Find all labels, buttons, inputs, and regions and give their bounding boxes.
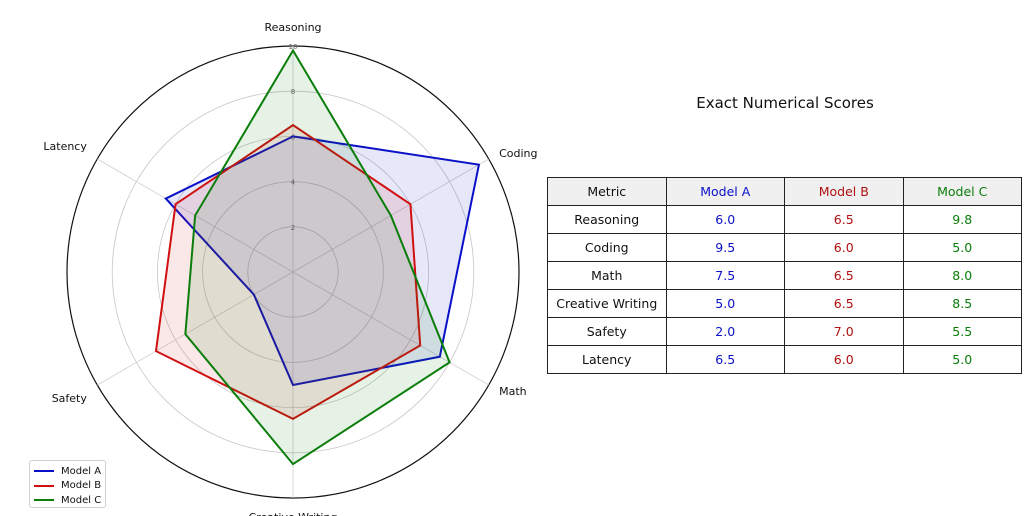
axis-label: Reasoning [264, 21, 321, 34]
score-cell: 6.5 [784, 289, 904, 318]
radar-chart: 246810ReasoningCodingMathCreative Writin… [43, 21, 537, 516]
metric-cell: Coding [547, 233, 667, 262]
score-cell: 6.0 [665, 205, 785, 234]
chart-legend: Model A Model B Model C [29, 460, 106, 508]
score-cell: 6.5 [784, 205, 904, 234]
header-model-a: Model A [665, 177, 785, 206]
score-cell: 7.5 [665, 261, 785, 290]
header-model-b: Model B [784, 177, 904, 206]
radial-tick-label: 2 [291, 224, 295, 232]
table-body: Reasoning 6.0 6.5 9.8 Coding 9.5 6.0 5.0 Math 7.5… [547, 205, 1022, 374]
table-row: Safety 2.0 7.0 5.5 [547, 317, 1022, 346]
axis-spoke [292, 271, 489, 386]
score-cell: 9.5 [665, 233, 785, 262]
legend-item-model-a: Model A [34, 464, 105, 479]
score-cell: 5.0 [902, 345, 1022, 374]
axis-label: Safety [52, 392, 88, 405]
score-cell: 2.0 [665, 317, 785, 346]
table-row: Coding 9.5 6.0 5.0 [547, 233, 1022, 262]
series-polygon-model-b [154, 123, 422, 421]
legend-swatch-model-a [34, 470, 54, 473]
radial-tick-label: 4 [291, 179, 296, 187]
score-cell: 8.0 [902, 261, 1022, 290]
legend-label-model-b: Model B [61, 480, 102, 492]
table-row: Reasoning 6.0 6.5 9.8 [547, 205, 1022, 234]
score-cell: 5.0 [665, 289, 785, 318]
metric-cell: Latency [547, 345, 667, 374]
legend-label-model-c: Model C [61, 494, 102, 506]
score-cell: 8.5 [902, 289, 1022, 318]
legend-swatch-model-c [34, 499, 54, 502]
header-metric: Metric [547, 177, 667, 206]
legend-item-model-c: Model C [34, 493, 105, 508]
score-cell: 5.0 [902, 233, 1022, 262]
score-cell: 6.0 [784, 345, 904, 374]
score-cell: 7.0 [784, 317, 904, 346]
scores-table: Metric Model A Model B Model C Reasoning… [547, 177, 1022, 374]
axis-label: Latency [43, 140, 87, 153]
score-cell: 9.8 [902, 205, 1022, 234]
metric-cell: Creative Writing [547, 289, 667, 318]
table-row: Latency 6.5 6.0 5.0 [547, 345, 1022, 374]
axis-label: Creative Writing [249, 511, 338, 516]
series-polygon-model-c [184, 48, 451, 466]
metric-cell: Reasoning [547, 205, 667, 234]
axis-spoke [97, 271, 294, 386]
axis-label: Coding [499, 147, 537, 160]
metric-cell: Safety [547, 317, 667, 346]
table-header-row: Metric Model A Model B Model C [547, 177, 1022, 206]
table-row: Creative Writing 5.0 6.5 8.5 [547, 289, 1022, 318]
radial-tick-label: 8 [291, 88, 295, 96]
table-row: Math 7.5 6.5 8.0 [547, 261, 1022, 290]
score-cell: 6.5 [665, 345, 785, 374]
table-title: Exact Numerical Scores [696, 94, 874, 112]
score-cell: 5.5 [902, 317, 1022, 346]
score-cell: 6.5 [784, 261, 904, 290]
legend-label-model-a: Model A [61, 465, 102, 477]
radial-tick-label: 10 [289, 43, 298, 51]
header-model-c: Model C [902, 177, 1022, 206]
score-cell: 6.0 [784, 233, 904, 262]
metric-cell: Math [547, 261, 667, 290]
legend-item-model-b: Model B [34, 479, 105, 494]
legend-swatch-model-b [34, 484, 54, 487]
axis-label: Math [499, 385, 527, 398]
